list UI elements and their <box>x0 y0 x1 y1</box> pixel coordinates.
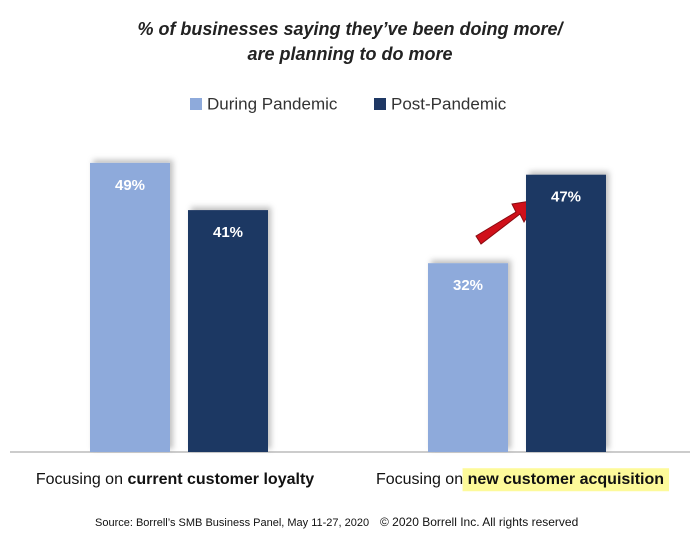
chart-title: are planning to do more <box>247 44 452 64</box>
legend-label: Post-Pandemic <box>391 94 507 113</box>
value-label: 41% <box>213 224 243 241</box>
category-emphasis: new customer acquisition <box>468 471 664 488</box>
bar <box>188 210 268 452</box>
legend-swatch <box>190 98 202 110</box>
category-emphasis: current customer loyalty <box>127 471 314 488</box>
value-label: 49% <box>115 177 145 194</box>
bar <box>428 263 508 452</box>
category-prefix: Focusing on <box>376 471 463 488</box>
copyright: © 2020 Borrell Inc. All rights reserved <box>380 515 578 529</box>
bar <box>526 174 606 452</box>
x-tick-label: Focusing on new customer acquisition <box>376 471 664 488</box>
bar <box>90 162 170 452</box>
category-highlight <box>462 468 670 492</box>
source: Source: Borrell’s SMB Business Panel, Ma… <box>95 517 369 529</box>
legend-label: During Pandemic <box>207 94 338 113</box>
legend-swatch <box>374 98 386 110</box>
x-tick-label: Focusing on current customer loyalty <box>36 471 314 488</box>
value-label: 32% <box>453 277 483 294</box>
category-prefix: Focusing on <box>36 471 123 488</box>
chart-title: % of businesses saying they’ve been doin… <box>137 19 564 39</box>
value-label: 47% <box>551 189 581 206</box>
